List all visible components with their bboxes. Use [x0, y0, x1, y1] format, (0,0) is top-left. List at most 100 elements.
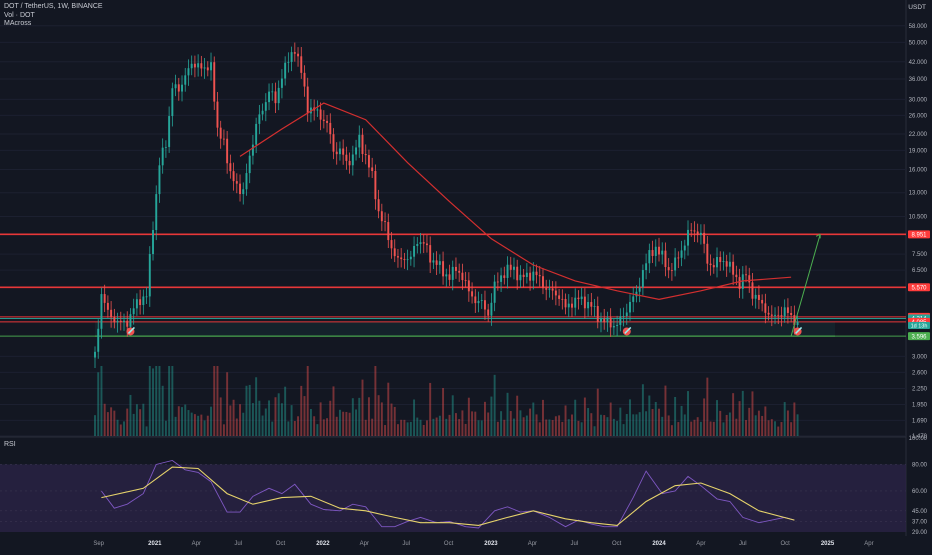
candle-body[interactable] — [513, 266, 515, 270]
candle-body[interactable] — [319, 109, 322, 120]
candle-body[interactable] — [242, 189, 245, 195]
candle-body[interactable] — [200, 63, 203, 69]
candle-body[interactable] — [248, 155, 251, 174]
candle-body[interactable] — [484, 300, 486, 310]
candle-body[interactable] — [532, 271, 535, 281]
candle-body[interactable] — [193, 63, 196, 68]
candle-body[interactable] — [525, 272, 528, 278]
candle-body[interactable] — [261, 110, 264, 115]
candle-body[interactable] — [351, 154, 354, 166]
candle-body[interactable] — [190, 63, 193, 69]
candle-body[interactable] — [664, 250, 667, 268]
candle-body[interactable] — [396, 256, 399, 258]
candle-body[interactable] — [152, 230, 154, 255]
candle-body[interactable] — [629, 301, 631, 313]
candle-body[interactable] — [728, 261, 731, 267]
candle-body[interactable] — [358, 134, 361, 148]
candle-body[interactable] — [577, 297, 580, 300]
candle-body[interactable] — [432, 260, 435, 263]
candle-body[interactable] — [384, 221, 387, 223]
candle-body[interactable] — [500, 275, 503, 282]
candle-body[interactable] — [461, 272, 464, 281]
candle-body[interactable] — [197, 63, 200, 68]
candle-body[interactable] — [293, 52, 296, 54]
candle-body[interactable] — [574, 297, 577, 308]
candle-body[interactable] — [139, 299, 142, 306]
candle-body[interactable] — [790, 312, 793, 316]
candle-body[interactable] — [380, 211, 383, 222]
candle-body[interactable] — [680, 250, 683, 258]
candle-body[interactable] — [329, 122, 332, 135]
candle-body[interactable] — [509, 264, 512, 270]
candle-body[interactable] — [529, 272, 532, 281]
candle-body[interactable] — [322, 119, 325, 121]
candle-body[interactable] — [535, 271, 538, 276]
candle-body[interactable] — [616, 324, 619, 326]
candle-body[interactable] — [181, 84, 183, 92]
candle-body[interactable] — [297, 53, 300, 57]
candle-body[interactable] — [554, 290, 557, 296]
candle-body[interactable] — [651, 250, 654, 256]
candle-body[interactable] — [374, 170, 377, 200]
candle-body[interactable] — [132, 308, 135, 315]
candle-body[interactable] — [609, 317, 612, 328]
ma-line[interactable] — [239, 102, 792, 301]
candle-body[interactable] — [229, 163, 232, 172]
candle-body[interactable] — [496, 281, 499, 283]
candle-body[interactable] — [777, 314, 780, 316]
candle-body[interactable] — [119, 320, 122, 323]
candle-body[interactable] — [97, 328, 100, 352]
candle-body[interactable] — [400, 257, 403, 260]
candle-body[interactable] — [467, 280, 470, 292]
candle-body[interactable] — [619, 316, 622, 325]
candle-body[interactable] — [519, 274, 522, 281]
candle-body[interactable] — [284, 62, 287, 79]
candle-body[interactable] — [674, 257, 677, 271]
candle-body[interactable] — [371, 167, 374, 171]
candle-body[interactable] — [612, 325, 615, 328]
candle-body[interactable] — [277, 87, 280, 104]
candle-body[interactable] — [145, 296, 148, 298]
candle-body[interactable] — [290, 52, 293, 62]
candle-body[interactable] — [548, 288, 551, 290]
candle-body[interactable] — [326, 120, 329, 123]
candle-body[interactable] — [580, 296, 583, 300]
candle-body[interactable] — [661, 250, 664, 255]
candle-body[interactable] — [416, 243, 419, 246]
candle-body[interactable] — [213, 62, 216, 102]
candle-body[interactable] — [268, 91, 271, 103]
candle-body[interactable] — [487, 309, 490, 316]
candle-body[interactable] — [451, 266, 454, 280]
candle-body[interactable] — [703, 232, 706, 244]
candle-body[interactable] — [654, 246, 657, 256]
candle-body[interactable] — [348, 160, 351, 166]
candle-body[interactable] — [174, 84, 177, 89]
candle-body[interactable] — [280, 78, 283, 88]
candle-body[interactable] — [583, 296, 586, 309]
candle-body[interactable] — [506, 264, 509, 278]
candle-body[interactable] — [419, 242, 422, 244]
candle-body[interactable] — [338, 148, 341, 155]
candle-body[interactable] — [706, 243, 709, 264]
candle-body[interactable] — [409, 256, 412, 260]
candle-body[interactable] — [625, 312, 628, 317]
candle-body[interactable] — [316, 109, 319, 111]
candle-body[interactable] — [545, 288, 548, 290]
candle-body[interactable] — [110, 309, 113, 318]
candle-body[interactable] — [471, 291, 474, 297]
rsi-ma-line[interactable] — [101, 466, 795, 526]
candle-body[interactable] — [590, 302, 593, 307]
candle-body[interactable] — [206, 67, 209, 71]
candle-body[interactable] — [367, 155, 370, 168]
candle-body[interactable] — [306, 86, 309, 114]
candle-body[interactable] — [168, 116, 171, 147]
candle-body[interactable] — [264, 102, 267, 111]
candle-body[interactable] — [751, 282, 754, 299]
candle-body[interactable] — [239, 183, 241, 195]
candle-body[interactable] — [113, 317, 116, 323]
candle-body[interactable] — [458, 270, 461, 273]
candle-body[interactable] — [754, 294, 757, 299]
candle-body[interactable] — [422, 242, 425, 244]
